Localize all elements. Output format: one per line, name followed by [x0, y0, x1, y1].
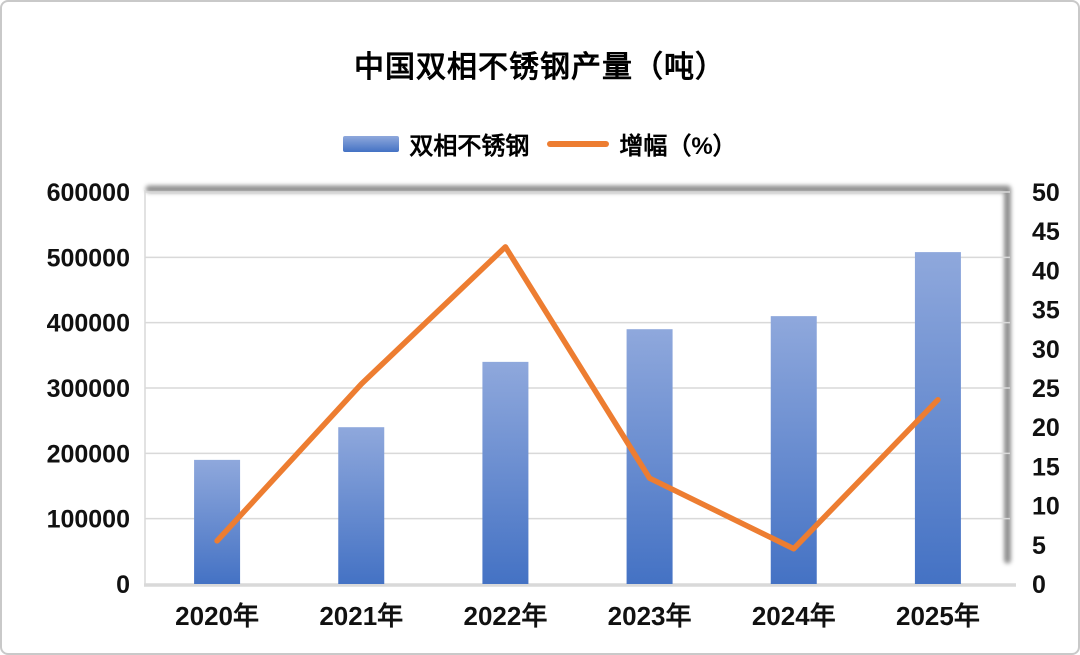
left-axis-tick: 400000 [47, 310, 130, 338]
left-axis-tick: 500000 [47, 244, 130, 272]
left-axis-tick: 0 [116, 571, 130, 599]
right-axis-tick: 15 [1032, 453, 1060, 481]
x-axis-label-2022年: 2022年 [463, 601, 547, 631]
left-axis-tick: 200000 [47, 440, 130, 468]
legend-bar-swatch [343, 135, 400, 152]
right-axis-tick: 10 [1032, 493, 1060, 521]
x-axis-label-2021年: 2021年 [319, 601, 403, 631]
left-axis-tick: 600000 [47, 179, 130, 207]
x-axis-label-2020年: 2020年 [175, 601, 259, 631]
right-axis-tick: 0 [1032, 571, 1046, 599]
legend: 双相不锈钢 增幅（%） [2, 126, 1078, 161]
x-axis-label-2024年: 2024年 [752, 601, 836, 631]
bar-2022年 [482, 361, 529, 584]
left-axis-tick: 300000 [47, 375, 130, 403]
right-axis-tick: 35 [1032, 297, 1060, 325]
legend-label-bars: 双相不锈钢 [409, 133, 530, 160]
bar-2021年 [338, 427, 385, 584]
legend-label-line: 增幅（%） [619, 133, 737, 160]
right-axis-tick: 30 [1032, 336, 1060, 364]
legend-line-swatch [547, 140, 610, 147]
chart-title: 中国双相不锈钢产量（吨） [354, 51, 726, 84]
right-axis-tick: 50 [1032, 179, 1060, 207]
right-axis-tick: 40 [1032, 257, 1060, 285]
right-axis-tick: 5 [1032, 532, 1046, 560]
x-axis-label-2025年: 2025年 [896, 601, 980, 631]
growth-line [214, 244, 941, 552]
right-axis-tick: 20 [1032, 414, 1060, 442]
right-axis-tick: 45 [1032, 218, 1060, 246]
right-axis-tick: 25 [1032, 375, 1060, 403]
plot-area-shadow [145, 185, 1011, 564]
left-axis-tick: 100000 [47, 506, 130, 534]
x-axis-label-2023年: 2023年 [608, 601, 692, 631]
